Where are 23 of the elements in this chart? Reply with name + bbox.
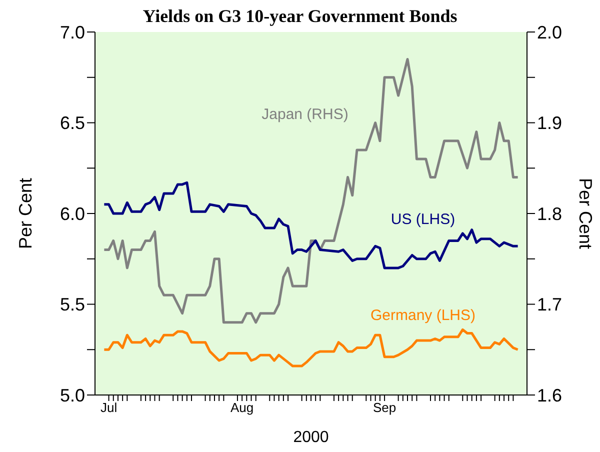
line-series	[102, 181, 520, 270]
y2-tick-label: 1.9	[537, 113, 562, 134]
line-series	[102, 58, 520, 324]
y2-tick-label: 1.8	[537, 204, 562, 224]
x-axis-title: 2000	[293, 429, 329, 446]
y-tick-label: 5.5	[60, 294, 85, 315]
chart-title: Yields on G3 10-year Government Bonds	[142, 6, 458, 26]
x-tick-label: Aug	[230, 400, 254, 416]
x-tick-label: Jul	[100, 400, 118, 416]
y2-tick-label: 2.0	[537, 22, 562, 42]
x-tick-label: Sep	[372, 400, 396, 416]
series-label: Germany (LHS)	[370, 306, 476, 324]
y-tick-label: 7.0	[60, 22, 85, 42]
series-label: US (LHS)	[390, 210, 456, 228]
y-tick-label: 5.0	[60, 385, 85, 406]
y2-tick-label: 1.6	[537, 385, 562, 406]
y2-tick-label: 1.7	[537, 294, 562, 315]
series-label: Japan (RHS)	[262, 106, 348, 123]
y-tick-label: 6.0	[60, 204, 85, 224]
line-series	[102, 328, 520, 368]
y-tick-label: 6.5	[60, 113, 85, 134]
y2-axis-title: Per Cent	[576, 178, 596, 250]
y-axis-title: Per Cent	[15, 178, 36, 250]
